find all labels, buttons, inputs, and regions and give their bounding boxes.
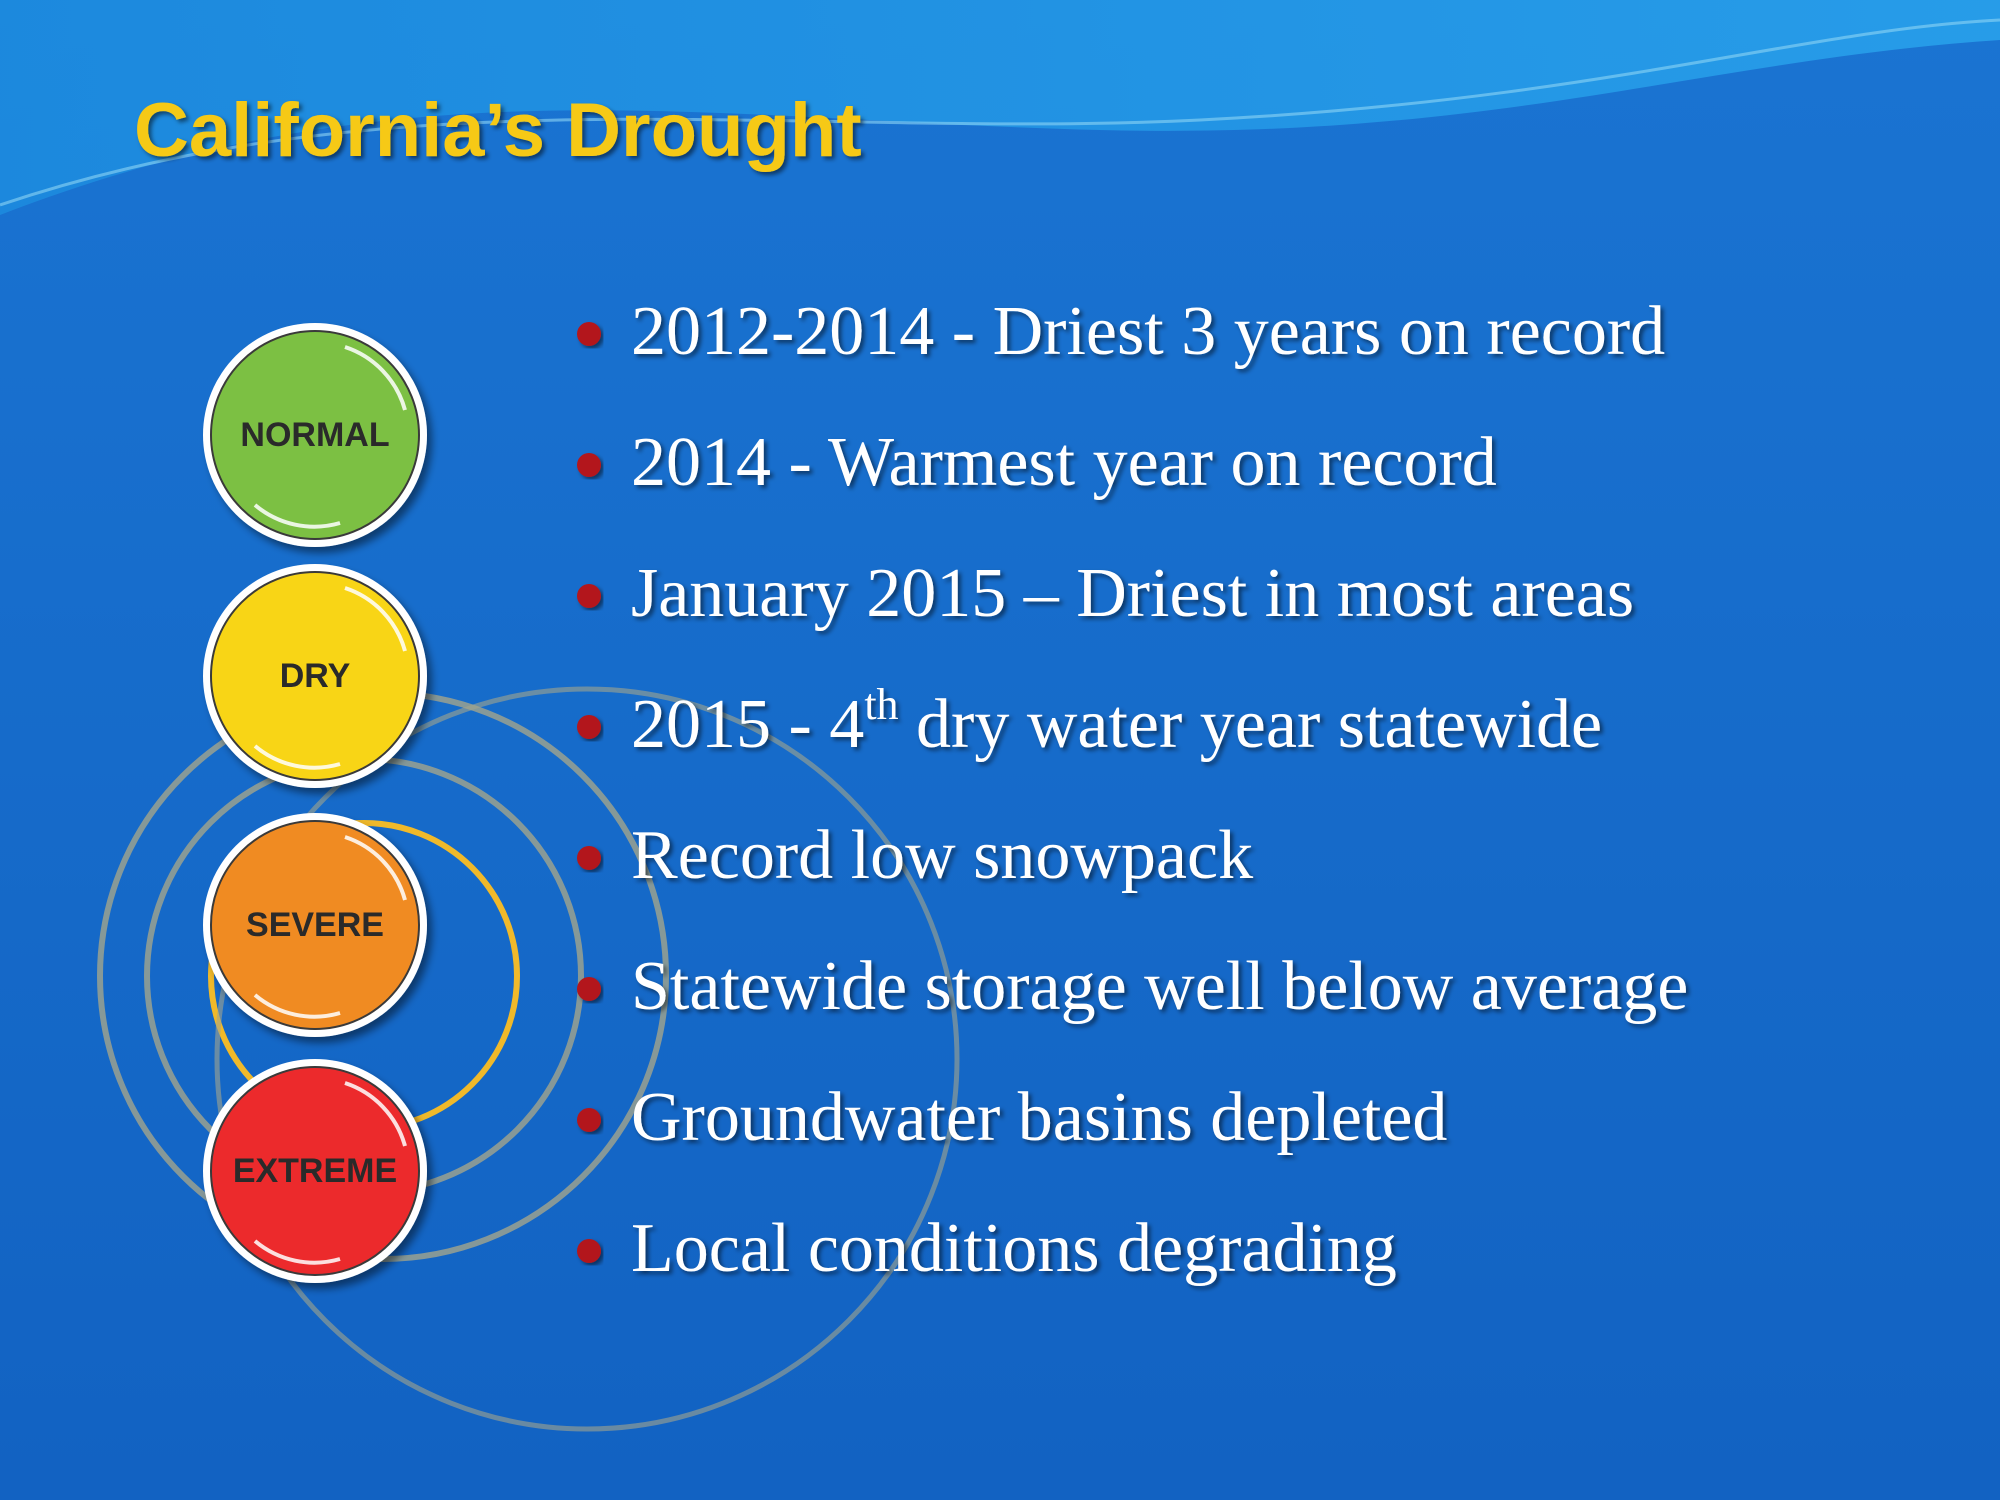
- header-wave: [0, 0, 2000, 215]
- level-label: NORMAL: [240, 416, 389, 454]
- bullet-run: Record low snowpack: [631, 817, 1253, 894]
- level-label: EXTREME: [233, 1152, 397, 1190]
- bullet-dot: [577, 977, 601, 1001]
- level-label: SEVERE: [246, 906, 384, 944]
- level-fill: [210, 1066, 420, 1276]
- bullet-run: January 2015 – Driest in most areas: [631, 555, 1634, 632]
- bullet-text: Local conditions degrading: [631, 1210, 1397, 1287]
- superscript: th: [864, 680, 898, 729]
- bullet-run: 2015 - 4: [631, 686, 864, 763]
- level-highlight: [253, 993, 341, 1019]
- level-highlight: [344, 1081, 407, 1147]
- bullet-run: dry water year statewide: [899, 686, 1603, 763]
- bullet-dot: [577, 322, 601, 346]
- bullet-run: 2014 - Warmest year on record: [631, 424, 1497, 501]
- level-highlight: [344, 586, 407, 652]
- bullet-dot: [577, 453, 601, 477]
- level-fill: [210, 330, 420, 540]
- wave-line: [0, 18, 2000, 207]
- bullet-dot: [577, 584, 601, 608]
- level-highlight: [253, 744, 341, 770]
- bullet-run: Local conditions degrading: [631, 1210, 1397, 1287]
- bullet-text: 2012-2014 - Driest 3 years on record: [631, 293, 1665, 370]
- bullet-run: Groundwater basins depleted: [631, 1079, 1447, 1156]
- level-highlight: [253, 1239, 341, 1265]
- bullet-text: Groundwater basins depleted: [631, 1079, 1447, 1156]
- level-highlight: [344, 345, 407, 411]
- bullet-text: 2015 - 4th dry water year statewide: [631, 680, 1602, 763]
- bullet-run: 2012-2014 - Driest 3 years on record: [631, 293, 1665, 370]
- bullet-run: Statewide storage well below average: [631, 948, 1688, 1025]
- bullets: 2012-2014 - Driest 3 years on record 2014…: [577, 293, 1688, 1287]
- bullet-text: Record low snowpack: [631, 817, 1253, 894]
- levels: NORMAL DRY SEVERE EXTREME: [203, 323, 427, 1283]
- bullet-dot: [577, 846, 601, 870]
- title: California’s Drought: [134, 88, 862, 173]
- level-fill: [210, 571, 420, 781]
- level-highlight: [253, 503, 341, 529]
- bullet-text: 2014 - Warmest year on record: [631, 424, 1497, 501]
- bullet-dot: [577, 1108, 601, 1132]
- bullet-dot: [577, 1239, 601, 1263]
- bullet-dot: [577, 715, 601, 739]
- level-label: DRY: [280, 657, 351, 695]
- level-fill: [210, 820, 420, 1030]
- bullet-text: January 2015 – Driest in most areas: [631, 555, 1634, 632]
- level-highlight: [344, 835, 407, 901]
- bullet-text: Statewide storage well below average: [631, 948, 1688, 1025]
